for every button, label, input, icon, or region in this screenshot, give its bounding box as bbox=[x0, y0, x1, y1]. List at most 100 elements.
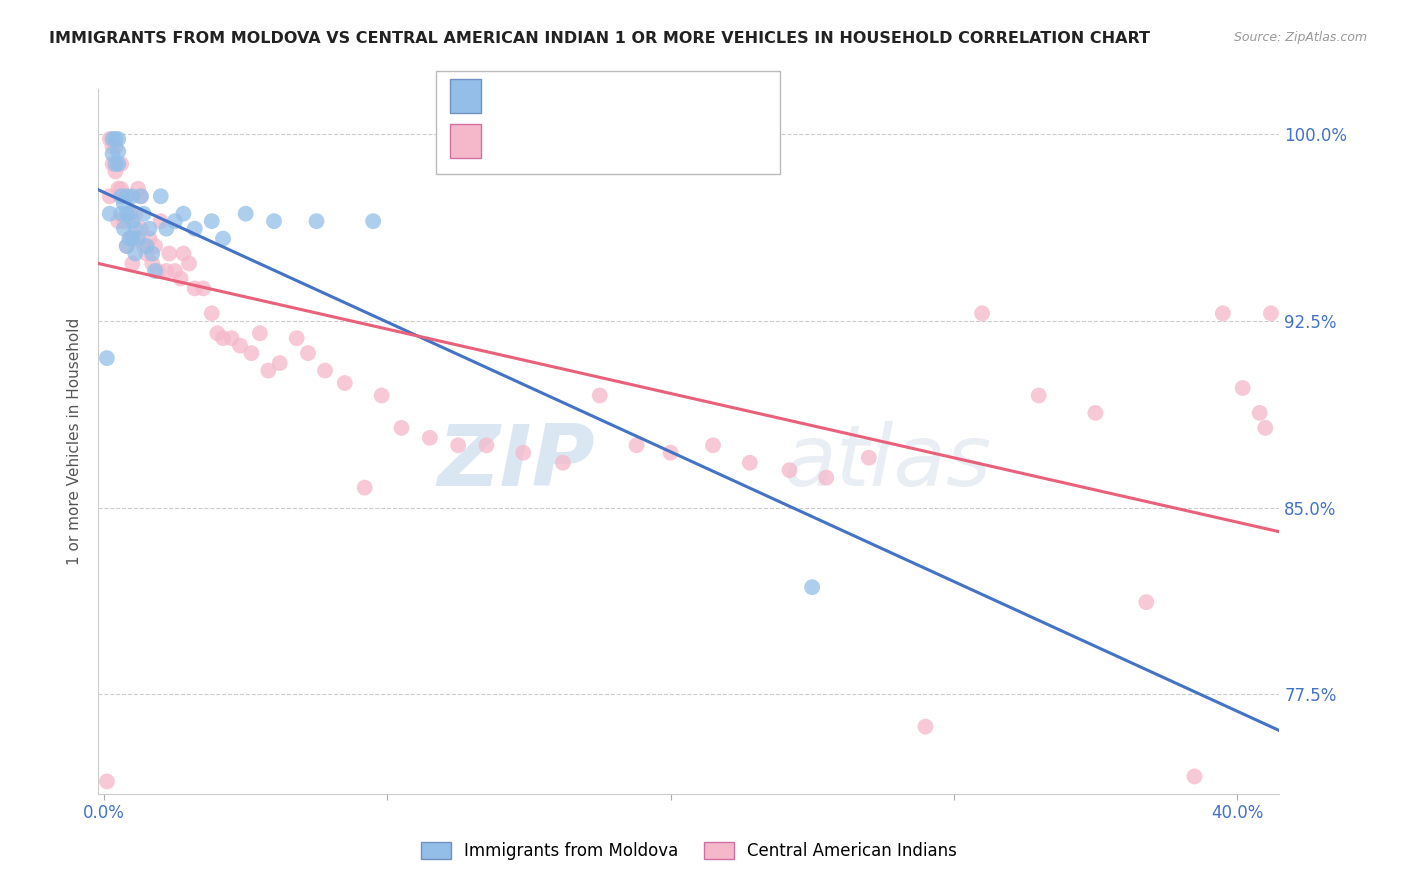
Point bbox=[129, 189, 152, 203]
Point bbox=[107, 214, 129, 228]
Point bbox=[815, 470, 838, 484]
Point bbox=[1232, 381, 1254, 395]
Point bbox=[121, 189, 143, 203]
Point bbox=[212, 231, 235, 245]
Text: R =: R = bbox=[492, 136, 531, 153]
Point bbox=[858, 450, 880, 465]
Point bbox=[149, 214, 172, 228]
Point bbox=[96, 351, 118, 365]
Point bbox=[124, 207, 146, 221]
Text: IMMIGRANTS FROM MOLDOVA VS CENTRAL AMERICAN INDIAN 1 OR MORE VEHICLES IN HOUSEHO: IMMIGRANTS FROM MOLDOVA VS CENTRAL AMERI… bbox=[49, 31, 1150, 46]
Point bbox=[183, 221, 205, 235]
Point bbox=[240, 346, 263, 360]
Text: -0.109: -0.109 bbox=[537, 136, 602, 153]
Point bbox=[115, 189, 138, 203]
Point bbox=[779, 463, 801, 477]
Point bbox=[1254, 421, 1277, 435]
Point bbox=[207, 326, 229, 341]
Point bbox=[127, 231, 149, 245]
Text: N =: N = bbox=[602, 136, 641, 153]
Point bbox=[1260, 306, 1282, 320]
Point bbox=[98, 189, 121, 203]
Point bbox=[101, 147, 124, 161]
Point bbox=[914, 720, 936, 734]
Point bbox=[110, 207, 132, 221]
Point bbox=[118, 207, 141, 221]
Point bbox=[1135, 595, 1157, 609]
Point bbox=[96, 774, 118, 789]
Point bbox=[118, 231, 141, 245]
Point bbox=[970, 306, 993, 320]
Point bbox=[801, 580, 824, 594]
Point bbox=[419, 431, 441, 445]
Point bbox=[149, 189, 172, 203]
Point bbox=[138, 221, 160, 235]
Point bbox=[121, 231, 143, 245]
Text: R =: R = bbox=[492, 91, 531, 109]
Point bbox=[1028, 388, 1050, 402]
Point bbox=[551, 456, 574, 470]
Point bbox=[1184, 769, 1206, 783]
Point bbox=[121, 214, 143, 228]
Point bbox=[121, 231, 143, 245]
Point bbox=[104, 132, 127, 146]
Point bbox=[143, 239, 166, 253]
Text: N =: N = bbox=[602, 91, 641, 109]
Point bbox=[107, 132, 129, 146]
Legend: Immigrants from Moldova, Central American Indians: Immigrants from Moldova, Central America… bbox=[415, 835, 963, 867]
Point bbox=[115, 239, 138, 253]
Point bbox=[104, 139, 127, 153]
Point bbox=[155, 221, 177, 235]
Point bbox=[314, 363, 336, 377]
Point bbox=[447, 438, 470, 452]
Point bbox=[98, 207, 121, 221]
Point bbox=[101, 157, 124, 171]
Point bbox=[193, 281, 215, 295]
Point bbox=[112, 196, 135, 211]
Point bbox=[157, 246, 180, 260]
Point bbox=[1084, 406, 1107, 420]
Point bbox=[738, 456, 761, 470]
Point bbox=[155, 264, 177, 278]
Point bbox=[702, 438, 724, 452]
Point bbox=[269, 356, 291, 370]
Point bbox=[132, 239, 155, 253]
Point bbox=[353, 481, 375, 495]
Point bbox=[118, 207, 141, 221]
Point bbox=[263, 214, 285, 228]
Point bbox=[107, 145, 129, 159]
Point bbox=[626, 438, 648, 452]
Point bbox=[138, 231, 160, 245]
Point bbox=[135, 246, 157, 260]
Point bbox=[110, 182, 132, 196]
Text: 42: 42 bbox=[644, 91, 669, 109]
Point bbox=[112, 189, 135, 203]
Point bbox=[115, 207, 138, 221]
Text: Source: ZipAtlas.com: Source: ZipAtlas.com bbox=[1233, 31, 1367, 45]
Point bbox=[146, 264, 169, 278]
Point bbox=[110, 157, 132, 171]
Point bbox=[221, 331, 243, 345]
Point bbox=[115, 239, 138, 253]
Point bbox=[229, 339, 252, 353]
Point bbox=[124, 246, 146, 260]
Point bbox=[172, 246, 194, 260]
Point bbox=[333, 376, 356, 390]
Text: ZIP: ZIP bbox=[437, 421, 595, 504]
Point bbox=[104, 164, 127, 178]
Point bbox=[512, 446, 534, 460]
Point bbox=[115, 189, 138, 203]
Point bbox=[305, 214, 328, 228]
Point bbox=[141, 256, 163, 270]
Point bbox=[124, 221, 146, 235]
Point bbox=[129, 221, 152, 235]
Point bbox=[112, 214, 135, 228]
Y-axis label: 1 or more Vehicles in Household: 1 or more Vehicles in Household bbox=[67, 318, 83, 566]
Text: atlas: atlas bbox=[783, 421, 991, 504]
Point bbox=[127, 182, 149, 196]
Point bbox=[104, 157, 127, 171]
Point bbox=[163, 214, 186, 228]
Point bbox=[212, 331, 235, 345]
Point bbox=[163, 264, 186, 278]
Point bbox=[297, 346, 319, 360]
